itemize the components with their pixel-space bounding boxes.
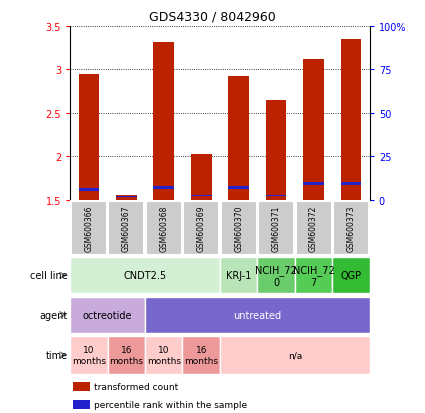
Text: CNDT2.5: CNDT2.5	[124, 271, 167, 281]
Text: NCIH_72
0: NCIH_72 0	[255, 264, 297, 287]
Bar	[266, 195, 286, 197]
Bar	[333, 202, 369, 255]
Text: GSM600372: GSM600372	[309, 205, 318, 252]
Bar	[79, 189, 99, 192]
Bar	[70, 258, 220, 294]
Text: agent: agent	[40, 310, 68, 320]
Bar	[145, 336, 182, 374]
Bar	[183, 202, 219, 255]
Text: untreated: untreated	[233, 310, 281, 320]
Text: GDS4330 / 8042960: GDS4330 / 8042960	[149, 10, 276, 23]
Text: GSM600366: GSM600366	[84, 205, 94, 252]
Text: octreotide: octreotide	[83, 310, 132, 320]
Bar	[73, 382, 90, 392]
Bar	[71, 202, 107, 255]
Text: transformed count: transformed count	[94, 382, 178, 391]
Bar	[258, 258, 295, 294]
Text: 16
months: 16 months	[109, 346, 143, 365]
Bar	[303, 183, 324, 186]
Bar	[70, 297, 145, 333]
Bar	[146, 202, 182, 255]
Bar	[145, 297, 370, 333]
Bar	[303, 60, 324, 200]
Text: NCIH_72
7: NCIH_72 7	[293, 264, 334, 287]
Text: 10
months: 10 months	[147, 346, 181, 365]
Bar	[220, 336, 370, 374]
Bar	[153, 43, 174, 200]
Text: GSM600373: GSM600373	[346, 205, 356, 252]
Bar	[220, 258, 258, 294]
Bar	[258, 202, 294, 255]
Text: QGP: QGP	[340, 271, 362, 281]
Bar	[221, 202, 257, 255]
Text: GSM600370: GSM600370	[234, 205, 243, 252]
Bar	[73, 400, 90, 409]
Bar	[108, 336, 145, 374]
Text: GSM600369: GSM600369	[197, 205, 206, 252]
Bar	[296, 202, 332, 255]
Bar	[228, 77, 249, 200]
Bar	[108, 202, 144, 255]
Bar	[116, 196, 136, 200]
Bar	[153, 187, 174, 190]
Bar	[341, 40, 361, 200]
Text: 16
months: 16 months	[184, 346, 218, 365]
Text: GSM600371: GSM600371	[272, 205, 280, 252]
Bar	[182, 336, 220, 374]
Text: KRJ-1: KRJ-1	[226, 271, 251, 281]
Bar	[341, 183, 361, 186]
Text: GSM600367: GSM600367	[122, 205, 131, 252]
Text: 10
months: 10 months	[72, 346, 106, 365]
Text: GSM600368: GSM600368	[159, 205, 168, 252]
Bar	[79, 74, 99, 200]
Text: time: time	[46, 350, 68, 360]
Bar	[191, 154, 212, 200]
Bar	[191, 195, 212, 197]
Bar	[228, 187, 249, 190]
Bar	[295, 258, 332, 294]
Text: n/a: n/a	[288, 351, 302, 360]
Bar	[266, 100, 286, 200]
Bar	[332, 258, 370, 294]
Text: cell line: cell line	[30, 271, 68, 281]
Text: percentile rank within the sample: percentile rank within the sample	[94, 400, 247, 409]
Bar	[70, 336, 108, 374]
